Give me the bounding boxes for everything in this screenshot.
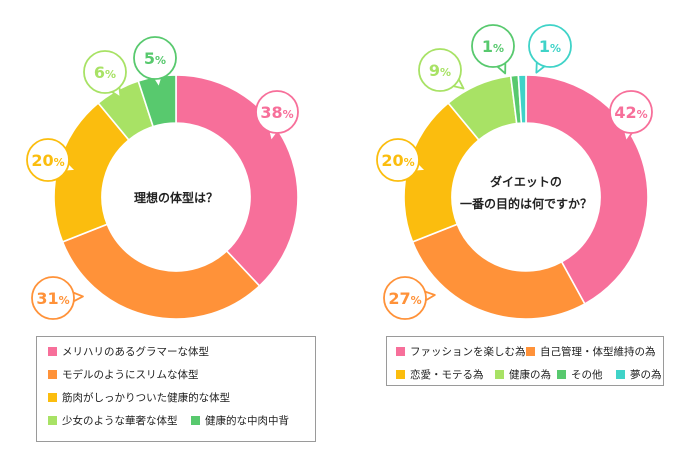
chart-2-value-bubble-2: 27% [383, 276, 436, 320]
legend-label: メリハリのあるグラマーな体型 [62, 346, 209, 358]
legend-right-item-1: ファッションを楽しむ為 [396, 344, 526, 359]
legend-right-item-6: 夢の為 [616, 367, 662, 382]
legend-swatch [526, 347, 535, 356]
legend-swatch [495, 370, 504, 379]
legend-swatch [191, 416, 200, 425]
chart-2-data-label-4: 9% [429, 61, 451, 80]
legend-label: 夢の為 [630, 369, 662, 381]
chart-1-value-bubble-1: 38% [255, 90, 299, 143]
chart-1-data-label-3: 20% [31, 151, 64, 170]
legend-left-item-3: 筋肉がしっかりついた健康的な体型 [48, 390, 230, 405]
legend-right-item-5: その他 [557, 367, 603, 382]
legend-swatch [48, 416, 57, 425]
chart-1-value-bubble-2: 31% [31, 276, 84, 320]
chart-1-title: 理想の体型は？ [134, 190, 218, 205]
legend-right-item-2: 自己管理・体型維持の為 [526, 344, 656, 359]
legend-label: 自己管理・体型維持の為 [540, 346, 656, 358]
chart-2-value-bubble-6: 1% [528, 24, 572, 74]
chart-1: 理想の体型は？ 38% 31% 20% 6% 5% [26, 36, 299, 320]
chart-2-slice-6 [517, 74, 527, 124]
legend-left-item-5: 健康的な中肉中背 [191, 413, 289, 428]
chart-1-slice-2 [61, 223, 261, 320]
chart-1-data-label-4: 6% [94, 63, 116, 82]
legend-label: 健康の為 [509, 369, 551, 381]
legend-right-item-3: 恋愛・モテる為 [396, 367, 484, 382]
legend-swatch [396, 347, 405, 356]
chart-2-data-label-2: 27% [388, 289, 421, 308]
legend-swatch [48, 347, 57, 356]
legend-label: ファッションを楽しむ為 [410, 346, 526, 358]
chart-2-title-line-2: 一番の目的は何ですか？ [460, 196, 592, 211]
chart-1-data-label-5: 5% [144, 49, 166, 68]
legend-left-item-4: 少女のような華奢な体型 [48, 413, 178, 428]
chart-2-data-label-6: 1% [539, 37, 561, 56]
chart-1-data-label-1: 38% [260, 103, 293, 122]
chart-2-value-bubble-3: 20% [376, 138, 427, 182]
chart-2-value-bubble-1: 42% [609, 90, 653, 143]
legend-swatch [396, 370, 405, 379]
chart-2-value-bubble-4: 9% [418, 48, 465, 92]
legend-label: 恋愛・モテる為 [410, 369, 484, 381]
chart-1-data-label-2: 31% [36, 289, 69, 308]
chart-2-slice-2 [411, 223, 586, 320]
chart-1-value-bubble-3: 20% [26, 138, 77, 182]
legend-label: 筋肉がしっかりついた健康的な体型 [62, 392, 231, 404]
legend-swatch [557, 370, 566, 379]
legend-swatch [616, 370, 625, 379]
legend-swatch [48, 393, 57, 402]
chart-1-value-bubble-5: 5% [133, 36, 177, 89]
legend-left-item-1: メリハリのあるグラマーな体型 [48, 344, 209, 359]
chart-2-title-line-1: ダイエットの [490, 174, 562, 189]
chart-2-data-label-1: 42% [614, 103, 647, 122]
legend-left-item-2: モデルのようにスリムな体型 [48, 367, 199, 382]
legend-label: モデルのようにスリムな体型 [62, 369, 199, 381]
legend-right-item-4: 健康の為 [495, 367, 551, 382]
chart-1-value-bubble-4: 6% [83, 50, 127, 99]
legend-swatch [48, 370, 57, 379]
chart-2-data-label-5: 1% [482, 37, 504, 56]
legend-label: 少女のような華奢な体型 [62, 415, 178, 427]
chart-2-data-label-3: 20% [381, 151, 414, 170]
legend-label: 健康的な中肉中背 [205, 415, 289, 427]
legend-left [36, 336, 316, 442]
legend-label: その他 [571, 369, 603, 381]
chart-2-value-bubble-5: 1% [471, 24, 515, 75]
